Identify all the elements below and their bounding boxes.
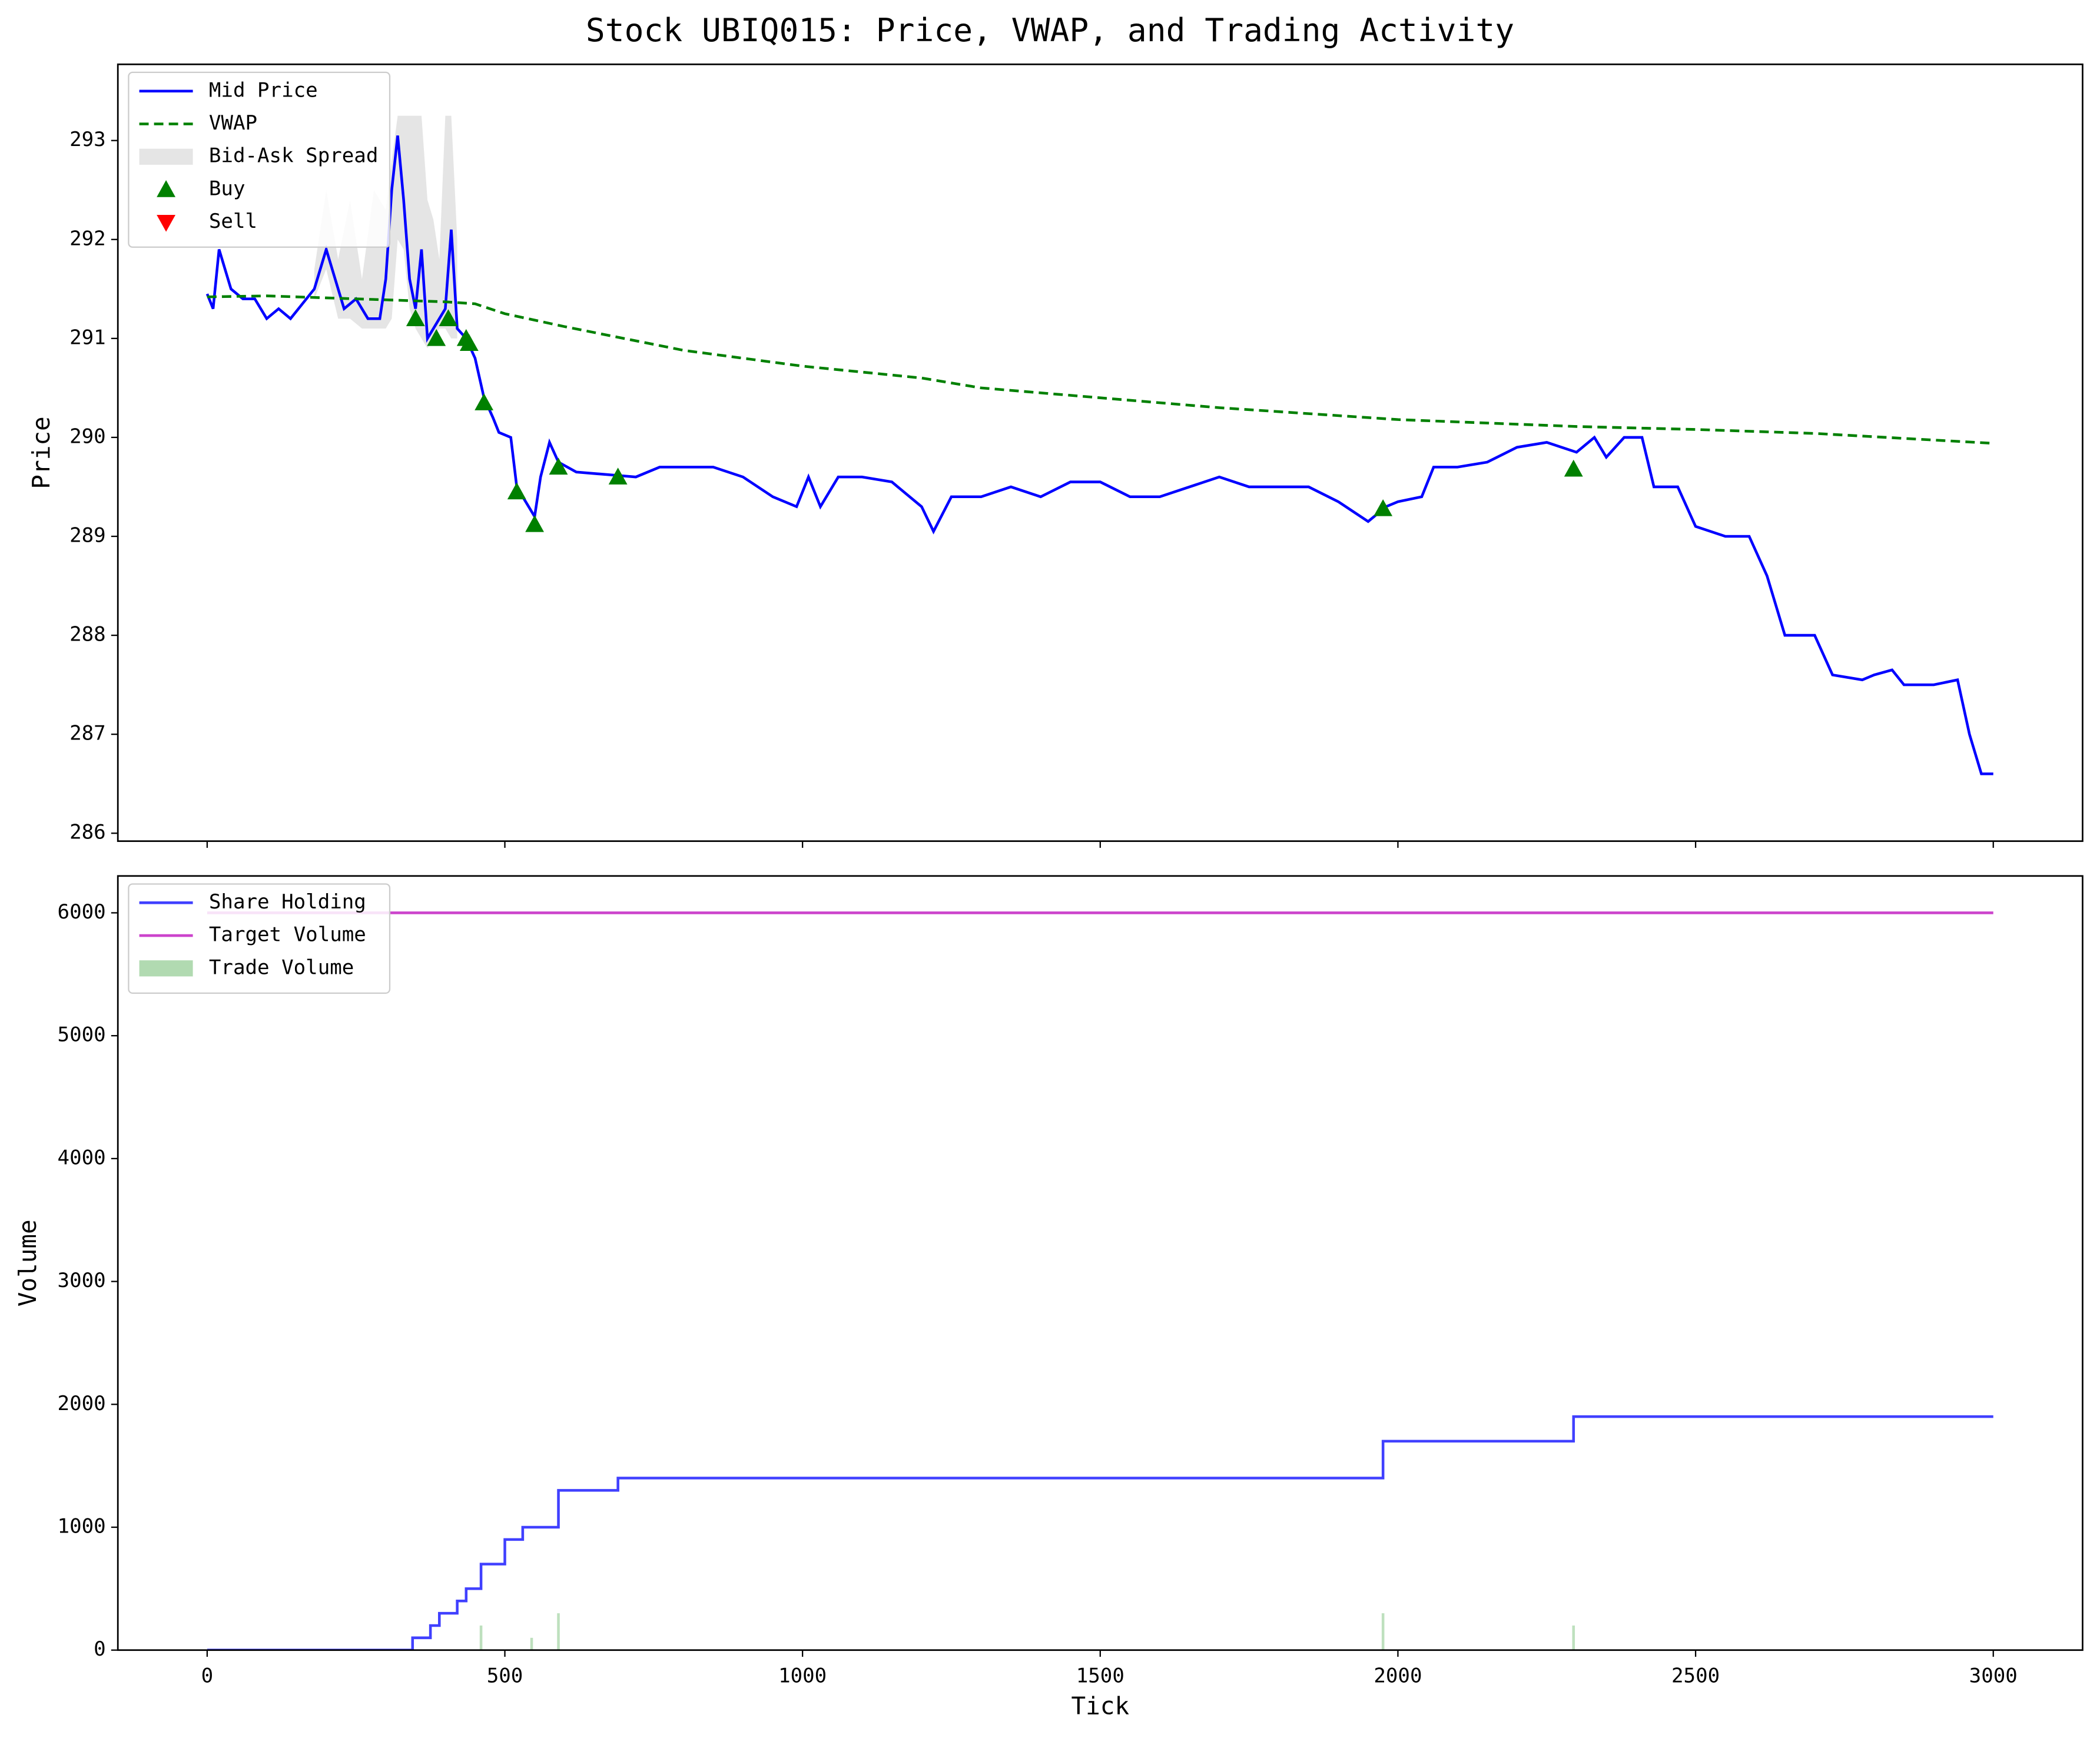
y-tick-label: 3000 — [58, 1269, 106, 1292]
legend-label: Mid Price — [209, 78, 318, 102]
legend-label: Target Volume — [209, 923, 366, 947]
legend-swatch — [139, 148, 193, 165]
line — [205, 135, 1993, 775]
y-tick-label: 0 — [94, 1637, 106, 1661]
marker — [406, 309, 425, 326]
marker — [439, 309, 458, 326]
legend-swatch — [157, 180, 176, 197]
marker — [1564, 459, 1583, 477]
y-tick-label: 286 — [69, 821, 106, 844]
legend-swatch — [139, 960, 193, 977]
axes-frame — [117, 63, 2084, 843]
line — [207, 1415, 1993, 1650]
marker — [608, 467, 628, 485]
bar — [557, 1613, 560, 1650]
x-tick-label: 1000 — [778, 1664, 827, 1688]
legend-label: Buy — [209, 177, 246, 200]
y-tick-label: 1000 — [58, 1514, 106, 1538]
marker — [549, 457, 568, 475]
y-tick-label: 290 — [69, 424, 106, 448]
marker — [475, 393, 494, 410]
x-tick-label: 1500 — [1076, 1664, 1124, 1688]
legend-label: Trade Volume — [209, 956, 354, 979]
axes-frame — [117, 875, 2084, 1651]
marker — [1374, 499, 1393, 516]
y-tick-label: 289 — [69, 523, 106, 547]
bar — [1381, 1613, 1385, 1650]
legend-box — [128, 883, 391, 994]
bar — [530, 1637, 533, 1650]
legend-label: VWAP — [209, 111, 257, 135]
x-tick-label: 3000 — [1969, 1664, 2018, 1688]
marker — [507, 482, 526, 500]
legend-label: Sell — [209, 210, 257, 233]
bar — [1572, 1625, 1575, 1650]
y-tick-label: 2000 — [58, 1392, 106, 1415]
y-tick-label: 288 — [69, 623, 106, 646]
bar — [479, 1625, 483, 1650]
y-tick-label: 292 — [69, 227, 106, 250]
y-tick-label: 5000 — [58, 1023, 106, 1047]
legend-swatch — [157, 214, 176, 232]
y-axis-label: Volume — [14, 1219, 42, 1306]
marker — [459, 334, 479, 351]
y-tick-label: 293 — [69, 128, 106, 151]
y-axis-label: Price — [27, 416, 55, 489]
figure-title: Stock UBIQ015: Price, VWAP, and Trading … — [586, 11, 1514, 49]
legend-label: Bid-Ask Spread — [209, 144, 378, 168]
marker — [525, 515, 545, 532]
x-axis-label: Tick — [1071, 1692, 1130, 1720]
y-tick-label: 287 — [69, 722, 106, 745]
x-tick-label: 500 — [487, 1664, 523, 1688]
x-tick-label: 2500 — [1671, 1664, 1720, 1688]
marker — [427, 329, 446, 346]
x-tick-label: 0 — [201, 1664, 214, 1688]
legend-label: Share Holding — [209, 890, 366, 914]
legend-box — [128, 71, 391, 248]
y-tick-label: 6000 — [58, 900, 106, 924]
x-tick-label: 2000 — [1374, 1664, 1422, 1688]
plot-area — [207, 911, 1993, 1650]
y-tick-label: 291 — [69, 326, 106, 349]
y-tick-label: 4000 — [58, 1146, 106, 1169]
line — [207, 294, 1993, 445]
